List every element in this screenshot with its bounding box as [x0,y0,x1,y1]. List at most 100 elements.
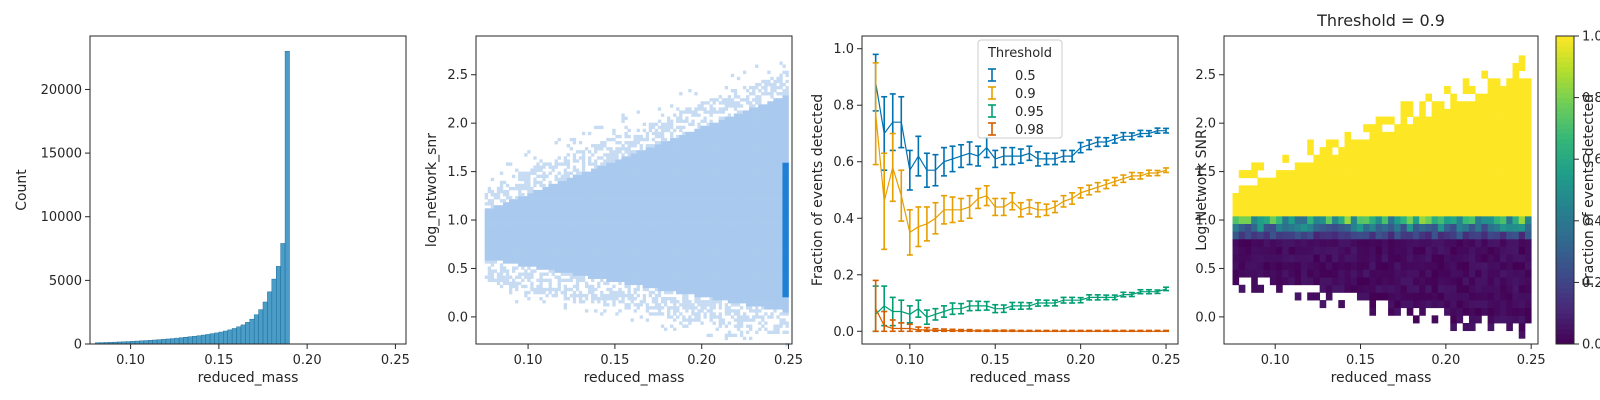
density-cell [749,293,753,298]
density-cell [624,275,628,279]
density-cell [745,293,750,298]
density-cell [739,278,744,283]
density-cell [645,196,650,200]
density-cell [657,153,662,157]
density-cell [679,147,683,151]
density-cell [755,309,759,313]
density-cell [627,128,631,133]
density-cell [691,189,695,194]
density-cell [542,229,546,234]
density-cell [724,238,729,243]
density-cell [718,226,722,231]
density-cell [715,293,719,298]
density-cell [533,208,537,212]
density-cell [539,290,543,295]
density-cell [621,263,625,267]
density-cell [663,226,668,231]
density-cell [557,241,561,246]
density-cell [679,257,683,261]
density-cell [648,147,653,151]
density-cell [624,235,628,240]
density-cell [581,275,586,279]
density-cell [493,238,498,243]
density-cell [654,248,659,252]
density-cell [636,275,640,279]
density-cell [560,272,564,276]
density-cell [770,183,774,188]
density-cell [727,241,732,246]
density-cell [745,168,750,172]
density-cell [682,125,686,130]
density-cell [575,269,580,273]
density-cell [697,266,701,270]
density-cell [724,144,729,148]
density-cell [566,174,571,179]
density-cell [651,186,656,191]
density-cell [627,223,631,227]
density-cell [621,245,625,249]
density-cell [730,134,735,139]
density-cell [682,168,686,172]
density-cell [700,196,704,200]
density-cell [733,226,738,231]
density-cell [621,232,625,237]
density-cell [688,165,692,169]
density-cell [487,245,492,249]
density-cell [715,217,719,221]
density-cell [633,229,637,234]
density-cell [633,202,637,206]
density-cell [670,315,674,319]
density-cell [563,177,568,182]
density-cell [691,202,695,206]
density-cell [606,168,610,172]
density-cell [621,300,625,304]
density-cell [752,248,756,252]
density-cell [657,199,662,203]
density-cell [566,165,571,169]
density-cell [660,220,665,224]
density-cell [594,226,598,231]
density-cell [606,257,610,261]
density-cell [578,229,583,234]
density-cell [493,245,498,249]
density-cell [694,162,698,166]
density-cell [630,272,634,276]
density-cell [755,205,759,209]
density-cell [621,278,625,283]
density-cell [742,300,747,304]
density-cell [758,98,762,102]
density-cell [536,162,540,166]
density-cell [660,208,665,212]
density-cell [685,296,689,301]
density-cell [724,303,729,307]
density-cell [700,131,704,136]
density-cell [742,312,747,316]
density-cell [554,263,558,267]
density-cell [709,245,713,249]
density-cell [578,296,583,301]
density-cell [761,254,765,258]
density-cell [597,183,601,188]
density-cell [697,217,701,221]
density-cell [709,110,713,114]
density-cell [670,134,674,139]
density-cell [673,263,677,267]
density-cell [633,134,637,139]
density-cell [770,144,774,148]
density-cell [712,226,716,231]
density-cell [645,241,650,246]
density-cell [633,171,637,175]
density-cell [752,217,756,221]
density-cell [630,153,634,157]
density-cell [673,235,677,240]
density-cell [536,290,540,295]
density-cell [512,186,516,191]
density-cell [557,199,561,203]
density-cell [563,183,568,188]
density-cell [548,257,552,261]
density-cell [606,251,610,255]
density-cell [530,208,534,212]
density-cell [630,171,634,175]
density-cell [700,193,704,197]
density-cell [651,248,656,252]
